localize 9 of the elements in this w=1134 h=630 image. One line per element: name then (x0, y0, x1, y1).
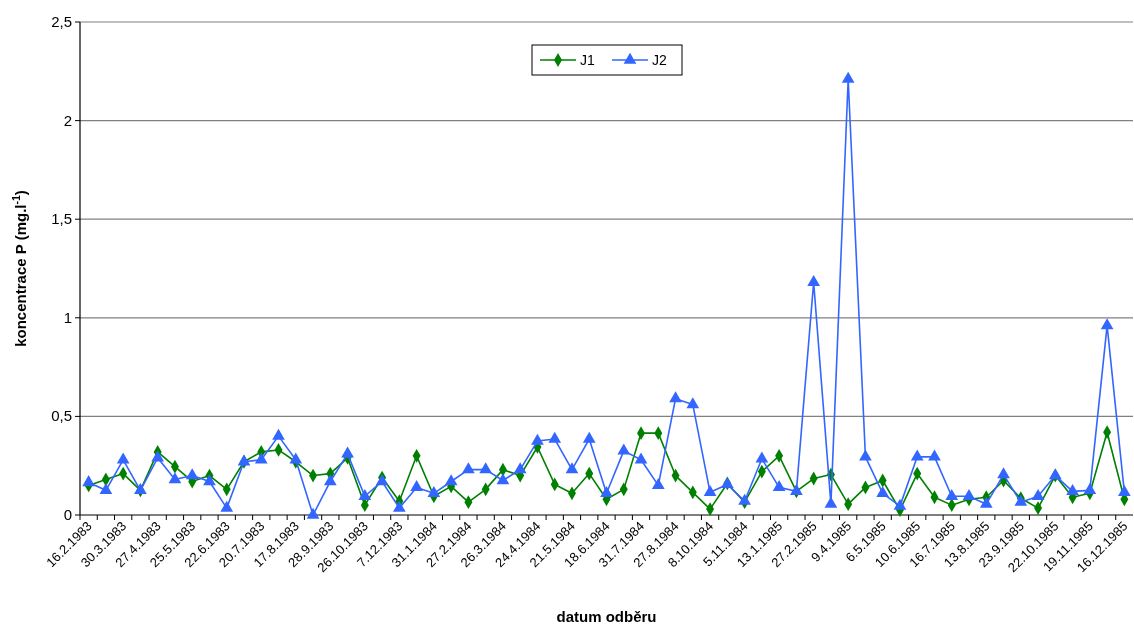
x-axis-title: datum odběru (556, 608, 657, 625)
y-tick-label: 2 (63, 111, 72, 129)
legend-label: J1 (580, 52, 595, 68)
legend-label: J2 (652, 52, 667, 68)
y-tick-label: 1 (63, 308, 72, 326)
y-tick-label: 1,5 (51, 210, 72, 228)
y-tick-label: 0,5 (51, 407, 72, 425)
y-tick-label: 2,5 (51, 13, 72, 30)
y-tick-label: 0 (63, 506, 72, 523)
